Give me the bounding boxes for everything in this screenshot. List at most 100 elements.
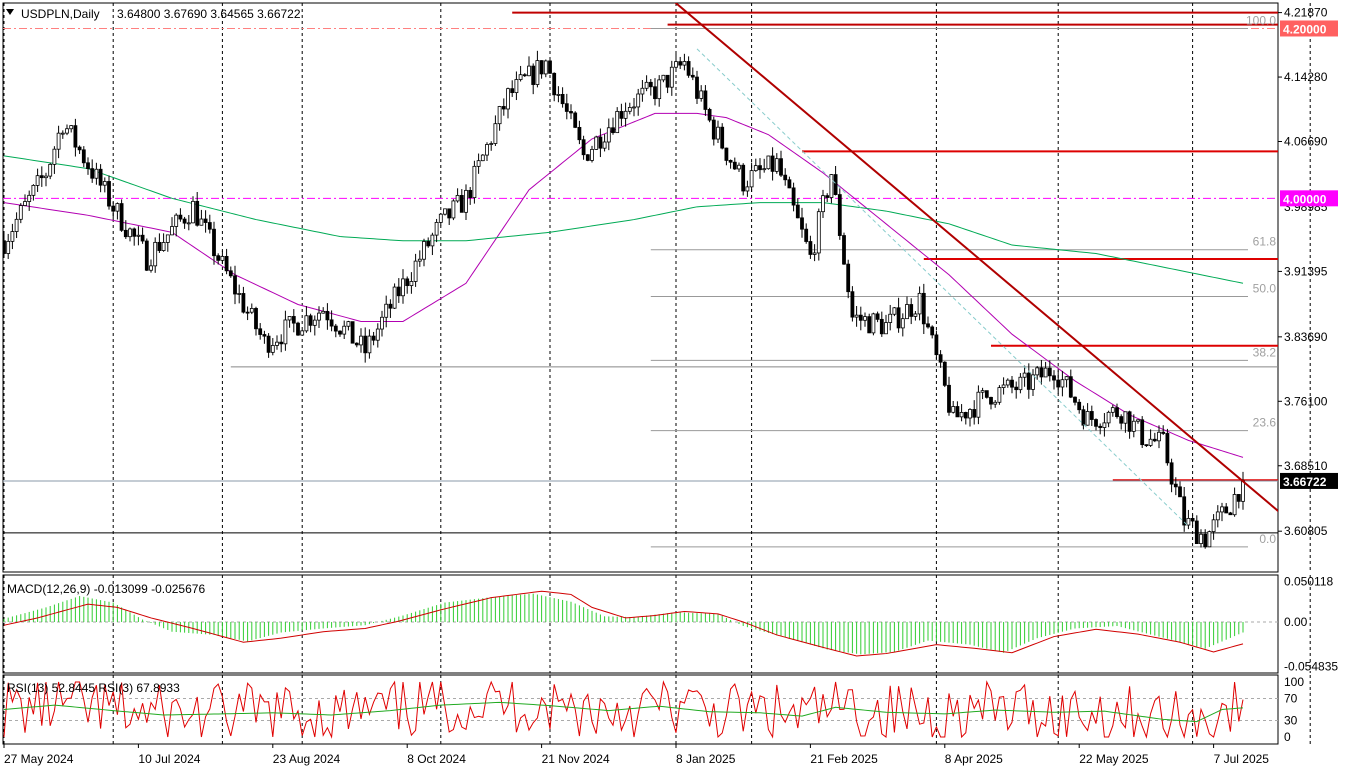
- candle-body: [1161, 431, 1166, 434]
- candle-body: [304, 315, 309, 332]
- price-tick-label: 3.91395: [1284, 264, 1328, 278]
- fib-level-label: 0.0: [1259, 532, 1276, 546]
- candle-body: [170, 226, 174, 236]
- trend-line: [674, 3, 1278, 513]
- collapse-triangle-icon[interactable]: [6, 9, 14, 15]
- candle-body: [249, 308, 254, 313]
- candle-body: [149, 265, 153, 271]
- candle-body: [459, 195, 464, 213]
- candle-body: [262, 334, 267, 337]
- rsi-tick-label: 70: [1284, 692, 1298, 706]
- candle-body: [1173, 483, 1178, 488]
- candle-body: [275, 341, 279, 346]
- candle-body: [447, 208, 452, 219]
- candle-body: [405, 278, 410, 287]
- candle-body: [380, 316, 384, 330]
- macd-indicator: [3, 590, 1278, 657]
- candle-body: [237, 293, 242, 295]
- candle-body: [833, 174, 838, 195]
- candle-body: [329, 319, 334, 327]
- candle-body: [825, 195, 830, 198]
- candle-body: [1039, 367, 1044, 378]
- candle-body: [1077, 401, 1082, 411]
- candle-body: [900, 318, 905, 329]
- rsi-tick-label: 30: [1284, 714, 1298, 728]
- candle-body: [720, 126, 725, 149]
- candle-body: [1081, 409, 1086, 426]
- candle-body: [749, 170, 754, 188]
- candle-body: [741, 164, 746, 192]
- candle-body: [947, 384, 951, 413]
- candle-body: [94, 168, 99, 179]
- candle-body: [161, 242, 166, 251]
- date-axis: 27 May 2024 10 Jul 2024 23 Aug 2024 8 Oct 2…: [3, 744, 1269, 766]
- candle-body: [359, 335, 363, 346]
- candle-body: [682, 61, 687, 66]
- candle-body: [972, 409, 977, 418]
- candle-body: [1203, 533, 1208, 548]
- candle-body: [1215, 511, 1220, 521]
- candle-body: [636, 93, 641, 108]
- date-label: 10 Jul 2024: [138, 752, 200, 766]
- candle-body: [699, 90, 704, 99]
- candle-body: [648, 81, 653, 88]
- price-tick-label: 4.21870: [1284, 6, 1328, 20]
- candle-body: [590, 148, 594, 161]
- candle-body: [115, 203, 120, 212]
- price-tag-label: 4.20000: [1283, 22, 1327, 36]
- candle-body: [1102, 422, 1107, 428]
- price-tick-label: 3.83690: [1284, 330, 1328, 344]
- candle-body: [1178, 486, 1182, 498]
- candle-body: [997, 387, 1002, 403]
- candle-body: [632, 106, 636, 109]
- candle-body: [497, 106, 502, 125]
- candle-body: [39, 175, 44, 179]
- candle-body: [1224, 506, 1229, 514]
- candle-body: [191, 200, 195, 224]
- candle-body: [1182, 496, 1187, 526]
- candle-body: [186, 222, 191, 225]
- date-label: 8 Jan 2025: [676, 752, 736, 766]
- candle-body: [1018, 376, 1023, 391]
- candle-body: [934, 334, 939, 356]
- candle-body: [228, 270, 233, 277]
- candle-body: [111, 205, 116, 212]
- macd-signal-line: [3, 590, 1244, 657]
- candle-body: [1211, 519, 1216, 533]
- candle-body: [480, 154, 485, 162]
- candle-body: [976, 391, 981, 418]
- price-tag-label: 4.00000: [1283, 192, 1327, 206]
- price-tick-label: 3.60805: [1284, 524, 1328, 538]
- candle-body: [951, 406, 956, 413]
- candle-body: [615, 111, 620, 134]
- candle-body: [506, 88, 510, 110]
- candle-body: [1110, 407, 1115, 413]
- candle-body: [476, 160, 481, 167]
- rsi-tick-label: 0: [1284, 730, 1291, 744]
- candle-body: [816, 211, 821, 254]
- candle-body: [296, 322, 300, 336]
- candle-body: [430, 234, 435, 247]
- candle-body: [737, 164, 741, 170]
- candle-body: [1085, 411, 1090, 426]
- moving-average-line: [3, 155, 1244, 284]
- candle-body: [665, 74, 670, 88]
- candle-body: [1098, 425, 1103, 428]
- candle-body: [812, 252, 817, 255]
- candle-body: [522, 74, 527, 77]
- candle-body: [1152, 438, 1157, 442]
- candle-body: [627, 107, 632, 112]
- candle-body: [690, 74, 695, 78]
- price-tags: 4.20000 4.00000 3.66722: [1280, 20, 1338, 489]
- candle-body: [921, 292, 926, 325]
- fib-level-label: 50.0: [1253, 282, 1277, 296]
- candle-body: [23, 201, 27, 206]
- candle-body: [640, 87, 645, 95]
- candle-body: [535, 60, 540, 85]
- candle-body: [783, 174, 788, 181]
- candle-body: [317, 312, 321, 321]
- fib-level-label: 23.6: [1253, 416, 1277, 430]
- candle-body: [594, 136, 599, 150]
- macd-tick-label: 0.00: [1284, 615, 1308, 629]
- candle-body: [745, 186, 750, 192]
